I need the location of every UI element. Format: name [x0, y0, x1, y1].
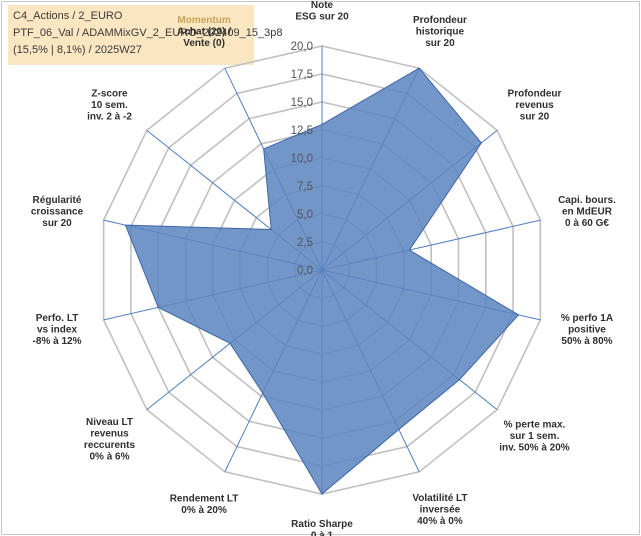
- tick-label: 7,5: [297, 181, 313, 193]
- series-point: [321, 493, 323, 495]
- category-label-line: 0 à 1: [311, 531, 334, 536]
- category-label-line: 10 sem.: [91, 100, 128, 111]
- category-label-line: Profondeur: [413, 15, 467, 26]
- category-sublabel: Momentum: [177, 15, 230, 26]
- tick-label: 17,5: [291, 69, 313, 81]
- category-label: % perte max.sur 1 sem.inv. 50% à 20%: [499, 419, 570, 453]
- info-line-3: (15,5% | 8,1%) / 2025W27: [13, 44, 142, 56]
- category-label-line: 40% à 0%: [417, 516, 463, 527]
- series-point: [458, 379, 461, 381]
- tick-label: 15,0: [291, 97, 313, 109]
- category-label-line: Perfo. LT: [36, 313, 79, 324]
- category-label-line: -8% à 12%: [33, 336, 82, 347]
- category-label: Ratio Sharpe0 à 1: [291, 519, 353, 536]
- series-point: [517, 314, 520, 316]
- info-line-2: PTF_06_Val / ADAMMixGV_2_EURO_202409_15_…: [13, 27, 283, 39]
- category-label-line: ESG sur 20: [295, 12, 349, 23]
- category-label-line: historique: [416, 26, 465, 37]
- category-label-line: vs index: [37, 324, 77, 335]
- category-label-line: sur 20: [42, 218, 72, 229]
- category-label-line: % perte max.: [504, 419, 566, 430]
- category-label-line: sur 20: [425, 38, 455, 49]
- category-label-line: sur 20: [520, 112, 550, 123]
- tick-label: 2,5: [297, 237, 313, 249]
- category-label-line: 0% à 20%: [181, 505, 227, 516]
- category-label-line: Régularité: [33, 195, 82, 206]
- series-point: [418, 67, 420, 69]
- category-label-line: % perfo 1A: [561, 313, 613, 324]
- category-label-line: inversée: [420, 504, 461, 515]
- category-label-line: sur 1 sem.: [510, 431, 560, 442]
- category-label-line: Profondeur: [508, 89, 562, 100]
- category-label-line: Note: [311, 0, 334, 11]
- tick-label: 20,0: [291, 41, 313, 53]
- tick-label: 5,0: [297, 209, 313, 221]
- tick-label: 12,5: [291, 125, 313, 137]
- category-label-line: 0 à 60 G€: [565, 218, 609, 229]
- category-label-line: 50% à 80%: [561, 336, 612, 347]
- category-label-line: revenus: [90, 429, 129, 440]
- category-label: Rendement LT0% à 20%: [170, 494, 239, 516]
- series-point: [321, 123, 323, 125]
- radar-tick-labels: 0,0 2,5 5,0 7,5 10,0 12,5 15,0 17,5 20,0: [291, 41, 313, 277]
- series-point: [408, 249, 410, 251]
- series-point: [398, 428, 400, 431]
- category-label-line: Vente (0): [183, 38, 225, 49]
- category-label-line: croissance: [31, 206, 84, 217]
- category-label-line: Volatilité LT: [412, 493, 467, 504]
- category-label-line: Ratio Sharpe: [291, 519, 353, 530]
- info-box: C4_Actions / 2_EURO PTF_06_Val / ADAMMix…: [8, 5, 282, 65]
- category-label-line: Niveau LT: [86, 417, 133, 428]
- category-label-line: inv. 2 à -2: [87, 112, 132, 123]
- category-label-line: Achat (20) /: [177, 26, 231, 37]
- series-point: [262, 392, 264, 394]
- category-label-line: Capi. bours.: [558, 195, 616, 206]
- category-label-line: inv. 50% à 20%: [499, 442, 570, 453]
- series-point: [480, 142, 482, 144]
- tick-label: 0,0: [297, 265, 313, 277]
- series-point: [263, 148, 265, 150]
- category-label-line: Rendement LT: [170, 494, 239, 505]
- category-label-line: revenus: [515, 100, 554, 111]
- radar-series: [124, 67, 520, 495]
- category-label-line: reccurents: [84, 440, 136, 451]
- series-area: [124, 67, 520, 495]
- info-line-1: C4_Actions / 2_EURO: [13, 10, 123, 22]
- series-point: [157, 306, 159, 308]
- category-label-line: positive: [568, 324, 606, 335]
- category-label-line: en MdEUR: [562, 206, 613, 217]
- series-point: [270, 228, 272, 231]
- series-point: [229, 342, 231, 344]
- category-label-line: 0% à 6%: [89, 452, 129, 463]
- tick-label: 10,0: [291, 153, 313, 165]
- category-label-line: Z-score: [91, 89, 128, 100]
- series-point: [124, 224, 127, 226]
